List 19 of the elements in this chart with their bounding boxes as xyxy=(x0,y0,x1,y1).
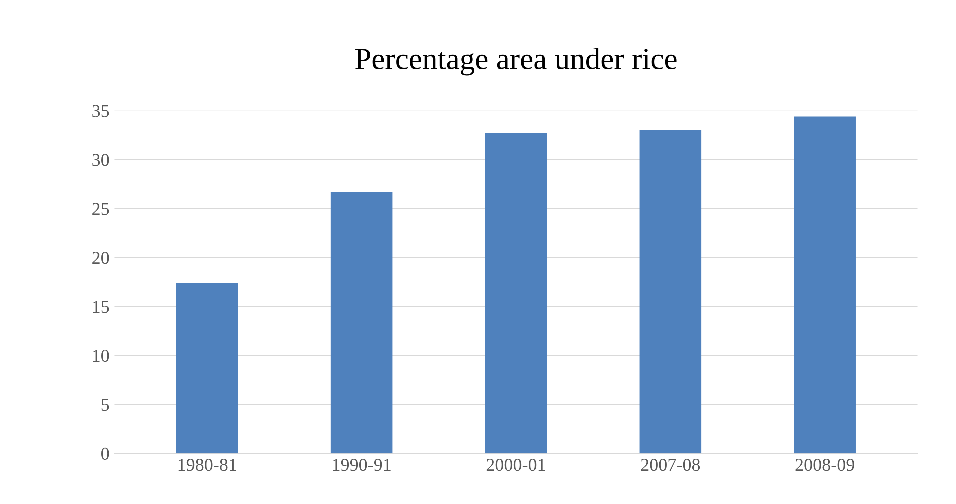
bar xyxy=(176,283,238,454)
y-tick-label: 15 xyxy=(93,301,110,314)
bar xyxy=(485,133,548,454)
y-tick-label: 20 xyxy=(92,252,110,264)
x-tick-label: 1990-91 xyxy=(333,458,391,472)
x-tick-label: 2007-08 xyxy=(641,458,700,472)
chart-title: Percentage area under rice xyxy=(356,48,677,76)
x-tick-label: 2008-09 xyxy=(796,458,854,472)
y-tick-label: 10 xyxy=(93,350,110,362)
y-tick-label: 0 xyxy=(102,448,110,460)
bar xyxy=(640,130,702,454)
x-tick-label: 2000-01 xyxy=(486,458,546,472)
bar xyxy=(794,116,856,454)
bar xyxy=(330,192,393,454)
y-tick-label: 25 xyxy=(92,203,110,216)
x-tick-label: 1980-81 xyxy=(178,458,236,472)
y-tick-label: 5 xyxy=(102,399,110,412)
y-tick-label: 30 xyxy=(92,154,110,166)
y-tick-label: 35 xyxy=(92,105,110,118)
